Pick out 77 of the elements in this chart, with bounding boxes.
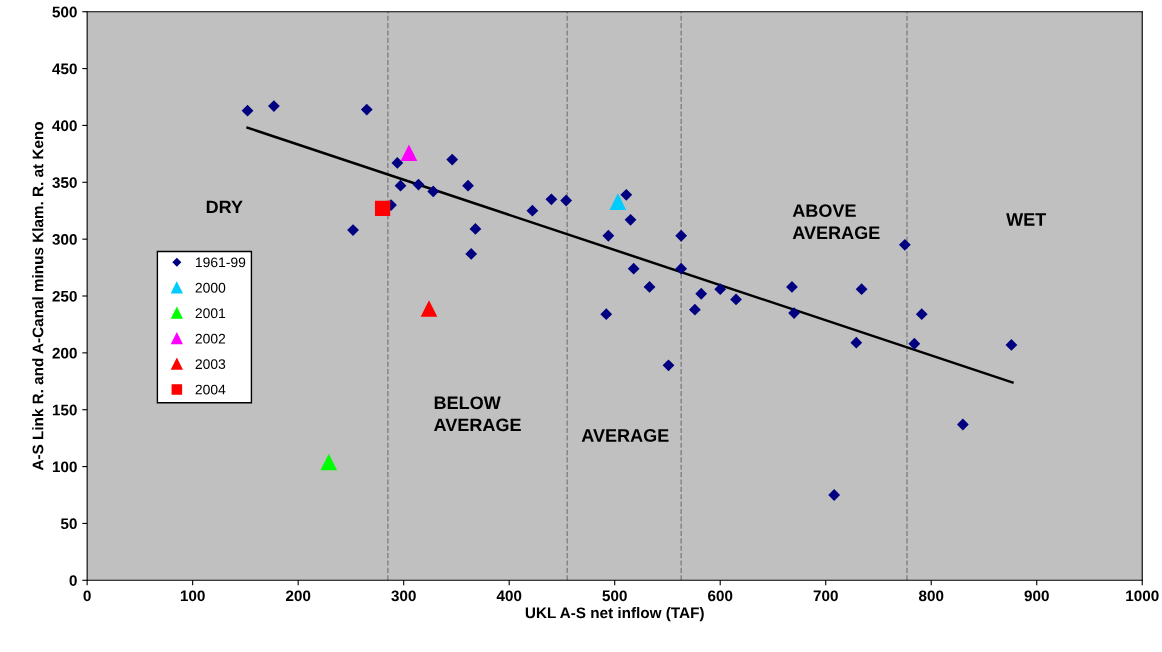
point <box>662 359 675 372</box>
point <box>627 262 640 275</box>
legend-label: 2002 <box>195 333 226 344</box>
point <box>446 153 459 166</box>
y-tick-label: 500 <box>52 6 77 18</box>
point <box>624 213 637 226</box>
annotation: AVERAGE <box>581 429 669 442</box>
point <box>241 104 254 117</box>
legend-label: 2001 <box>195 308 226 319</box>
x-axis-title: UKL A-S net inflow (TAF) <box>525 607 704 622</box>
point <box>850 336 863 349</box>
point <box>855 283 868 296</box>
x-tick-label: 300 <box>391 590 416 602</box>
point <box>1005 339 1018 351</box>
point <box>465 248 478 260</box>
x-tick-label: 700 <box>813 590 838 602</box>
point <box>420 300 438 317</box>
point <box>643 281 656 293</box>
point <box>714 283 727 296</box>
point <box>602 229 615 242</box>
y-tick-label: 300 <box>52 234 77 245</box>
y-tick-label: 50 <box>60 518 77 530</box>
y-tick-label: 200 <box>52 347 77 359</box>
y-tick-label: 0 <box>69 575 77 586</box>
point <box>788 307 800 319</box>
point <box>560 194 573 207</box>
point <box>545 193 558 206</box>
point <box>908 337 921 350</box>
point <box>898 238 911 251</box>
legend-label: 1961-99 <box>195 257 246 268</box>
point <box>360 103 373 116</box>
x-tick-label: 200 <box>285 590 311 602</box>
annotation: ABOVE AVERAGE <box>792 204 880 240</box>
point <box>828 489 841 501</box>
point <box>268 100 280 113</box>
x-tick-label: 1000 <box>1126 590 1159 602</box>
point <box>915 308 928 321</box>
annotation: DRY <box>206 200 243 214</box>
point <box>609 193 627 210</box>
point <box>688 303 701 316</box>
point <box>600 308 613 321</box>
point <box>469 223 482 235</box>
point <box>400 144 418 162</box>
legend-label: 2000 <box>195 282 226 293</box>
point <box>786 281 798 293</box>
x-tick-label: 800 <box>918 590 944 602</box>
point <box>391 157 404 169</box>
y-axis-title: A-S Link R. and A-Canal minus Klam. R. at Keno <box>32 122 44 471</box>
x-tick-label: 900 <box>1024 590 1049 602</box>
point <box>526 204 539 217</box>
y-tick-label: 150 <box>52 404 77 416</box>
point <box>320 453 338 471</box>
y-tick-label: 350 <box>52 177 77 189</box>
y-tick-label: 450 <box>52 63 77 75</box>
point <box>374 200 391 217</box>
point <box>462 179 474 192</box>
x-tick-label: 500 <box>602 590 627 602</box>
y-tick-label: 400 <box>52 120 77 132</box>
legend-label: 2003 <box>195 359 226 370</box>
annotation: WET <box>1006 213 1047 226</box>
y-tick-label: 250 <box>52 290 77 302</box>
x-tick-label: 600 <box>708 590 733 602</box>
point <box>675 229 688 242</box>
x-tick-label: 0 <box>83 590 91 602</box>
point <box>675 262 688 275</box>
x-tick-label: 100 <box>180 590 205 602</box>
annotation: BELOW AVERAGE <box>434 396 521 432</box>
point <box>427 185 440 198</box>
point <box>695 287 708 300</box>
legend-label: 2004 <box>195 384 226 395</box>
y-tick-label: 100 <box>52 461 77 473</box>
point <box>412 178 425 191</box>
x-tick-label: 400 <box>496 590 522 602</box>
point <box>730 293 742 306</box>
point <box>394 179 407 192</box>
point <box>956 418 969 431</box>
point <box>620 188 633 201</box>
